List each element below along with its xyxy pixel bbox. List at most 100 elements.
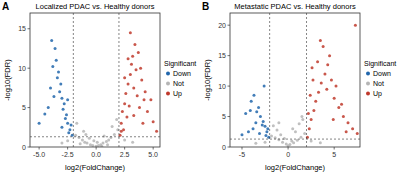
point bbox=[299, 136, 302, 139]
threshold-line bbox=[269, 13, 270, 147]
point bbox=[136, 94, 139, 97]
threshold-line bbox=[30, 136, 160, 137]
point bbox=[66, 98, 69, 101]
point bbox=[264, 125, 267, 128]
point bbox=[59, 82, 62, 85]
point bbox=[340, 103, 343, 106]
x-tick-label: 0.0 bbox=[91, 151, 101, 158]
point bbox=[115, 118, 118, 121]
legend-swatch bbox=[166, 82, 170, 86]
point bbox=[244, 112, 247, 115]
threshold-line bbox=[118, 13, 119, 147]
point bbox=[240, 133, 243, 136]
point bbox=[86, 142, 89, 145]
point bbox=[249, 109, 252, 112]
legend-label: Not bbox=[173, 80, 184, 87]
point bbox=[120, 122, 123, 125]
point bbox=[276, 128, 279, 131]
point bbox=[298, 122, 301, 125]
point bbox=[149, 98, 152, 101]
legend-label: Up bbox=[173, 90, 182, 98]
y-tick-label: 20 bbox=[218, 22, 226, 29]
threshold-line bbox=[230, 139, 360, 140]
point bbox=[325, 88, 328, 91]
point bbox=[283, 137, 286, 140]
point bbox=[257, 106, 260, 109]
threshold-line bbox=[306, 13, 307, 147]
point bbox=[311, 66, 314, 69]
point bbox=[135, 68, 138, 71]
point bbox=[301, 118, 304, 121]
point bbox=[152, 120, 155, 123]
plot-area bbox=[30, 13, 160, 147]
point bbox=[50, 39, 53, 42]
point bbox=[335, 85, 338, 88]
y-tick-label: 0 bbox=[222, 144, 226, 151]
point bbox=[356, 132, 359, 135]
point bbox=[51, 65, 54, 68]
point bbox=[247, 130, 250, 133]
point bbox=[309, 94, 312, 97]
point bbox=[63, 102, 66, 105]
legend-title: Significant bbox=[164, 60, 196, 68]
point bbox=[265, 130, 268, 133]
point bbox=[127, 82, 130, 85]
point bbox=[111, 125, 114, 128]
point bbox=[82, 130, 85, 133]
point bbox=[323, 72, 326, 75]
point bbox=[250, 100, 253, 103]
x-tick-label: 0 bbox=[286, 151, 290, 158]
point bbox=[62, 108, 65, 111]
point bbox=[319, 141, 322, 144]
x-axis-label: log2(FoldChange) bbox=[265, 163, 326, 172]
point bbox=[38, 122, 41, 125]
point bbox=[303, 132, 306, 135]
point bbox=[121, 110, 124, 113]
point bbox=[125, 116, 128, 119]
point bbox=[141, 122, 144, 125]
point bbox=[259, 115, 262, 118]
point bbox=[49, 86, 52, 89]
title: Metastatic PDAC vs. Healthy donors bbox=[234, 2, 356, 11]
point bbox=[52, 95, 55, 98]
point bbox=[272, 124, 275, 127]
point bbox=[84, 133, 87, 136]
point bbox=[254, 121, 257, 124]
point bbox=[56, 76, 59, 79]
point bbox=[270, 135, 273, 138]
x-axis-label: log2(FoldChange) bbox=[65, 163, 126, 172]
point bbox=[254, 142, 257, 145]
panel-label: A bbox=[2, 1, 9, 12]
x-tick-label: 5 bbox=[332, 151, 336, 158]
y-tick-label: 15 bbox=[18, 25, 26, 32]
point bbox=[54, 47, 57, 50]
point bbox=[258, 132, 261, 135]
legend-swatch bbox=[366, 72, 370, 76]
point bbox=[300, 115, 303, 118]
point bbox=[277, 138, 280, 141]
x-tick-label: -5.0 bbox=[33, 151, 45, 158]
point bbox=[67, 131, 70, 134]
point bbox=[279, 133, 282, 136]
y-axis-label: -log10(FDR) bbox=[203, 59, 212, 101]
point bbox=[70, 123, 73, 126]
point bbox=[101, 142, 104, 145]
y-tick-label: 15 bbox=[218, 52, 226, 59]
point bbox=[127, 57, 130, 60]
point bbox=[129, 31, 132, 34]
point bbox=[347, 121, 350, 124]
point bbox=[322, 45, 325, 48]
legend-title: Significant bbox=[364, 60, 396, 68]
point bbox=[123, 138, 126, 141]
point bbox=[129, 73, 132, 76]
point bbox=[319, 39, 322, 42]
point bbox=[263, 85, 266, 88]
point bbox=[290, 139, 293, 142]
point bbox=[281, 141, 284, 144]
point bbox=[139, 67, 142, 70]
y-tick-label: 5 bbox=[222, 113, 226, 120]
y-tick-label: 10 bbox=[18, 65, 26, 72]
point bbox=[255, 110, 258, 113]
point bbox=[277, 121, 280, 124]
point bbox=[58, 90, 61, 93]
